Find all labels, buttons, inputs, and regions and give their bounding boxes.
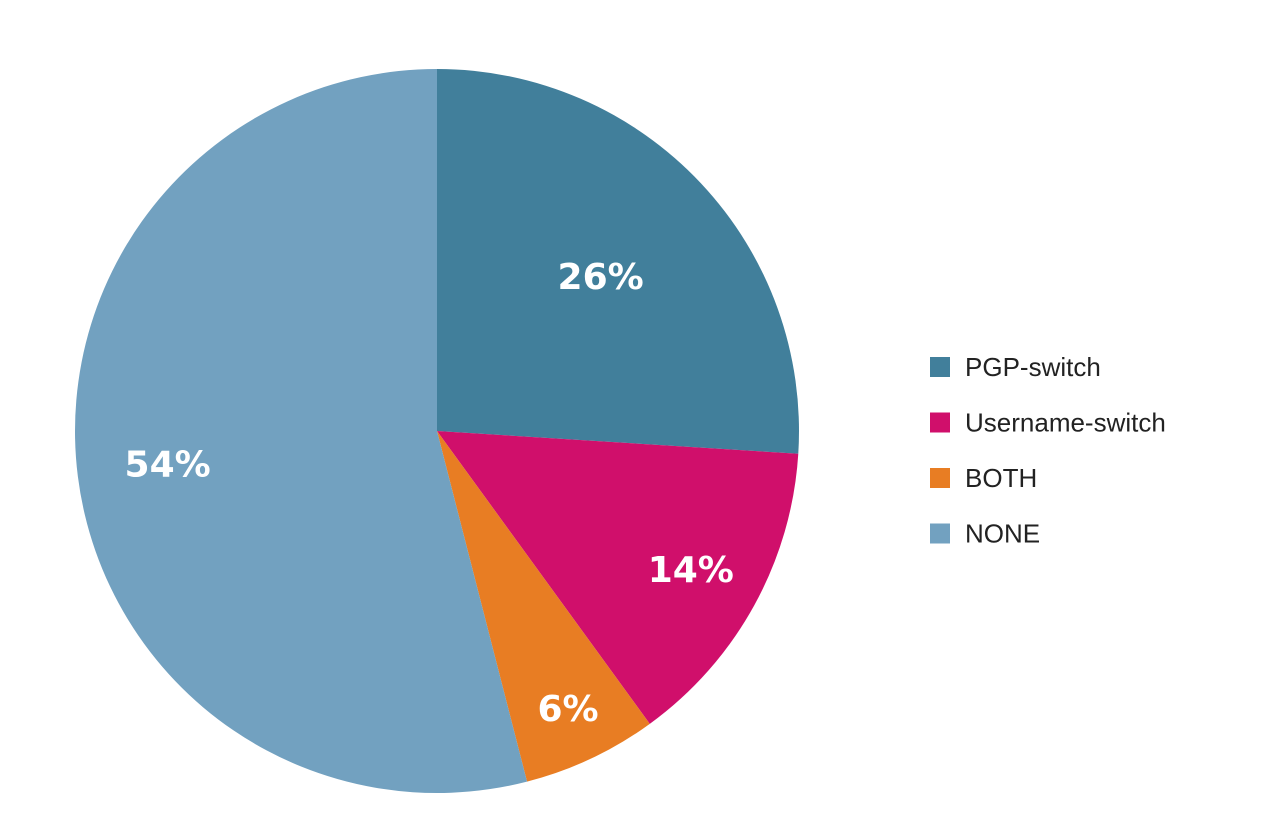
legend-item-none: NONE: [930, 519, 1040, 549]
slice-label-both: 6%: [537, 689, 598, 730]
slice-label-pgp-switch: 26%: [558, 257, 644, 298]
legend-label-pgp-switch: PGP-switch: [965, 352, 1101, 382]
legend-swatch-both: [930, 468, 950, 488]
legend-item-username-switch: Username-switch: [930, 408, 1166, 438]
pie-slice-pgp-switch: [437, 69, 800, 454]
legend-swatch-username-switch: [930, 412, 950, 433]
legend: PGP-switch Username-switch BOTH NONE: [930, 352, 1166, 549]
pie-slice-username-switch: [437, 431, 799, 724]
pie-slices: [74, 69, 800, 793]
legend-label-none: NONE: [965, 519, 1040, 549]
legend-item-pgp-switch: PGP-switch: [930, 352, 1101, 382]
legend-swatch-pgp-switch: [930, 357, 950, 377]
pie-slice-none: [74, 69, 528, 793]
slice-label-none: 54%: [125, 445, 211, 486]
legend-label-both: BOTH: [965, 463, 1037, 493]
legend-swatch-none: [930, 523, 950, 544]
slice-labels: 26% 14% 6% 54%: [125, 257, 734, 730]
slice-label-username-switch: 14%: [648, 550, 734, 591]
pie-slice-both: [437, 431, 650, 782]
legend-item-both: BOTH: [930, 463, 1037, 493]
legend-label-username-switch: Username-switch: [965, 408, 1166, 438]
